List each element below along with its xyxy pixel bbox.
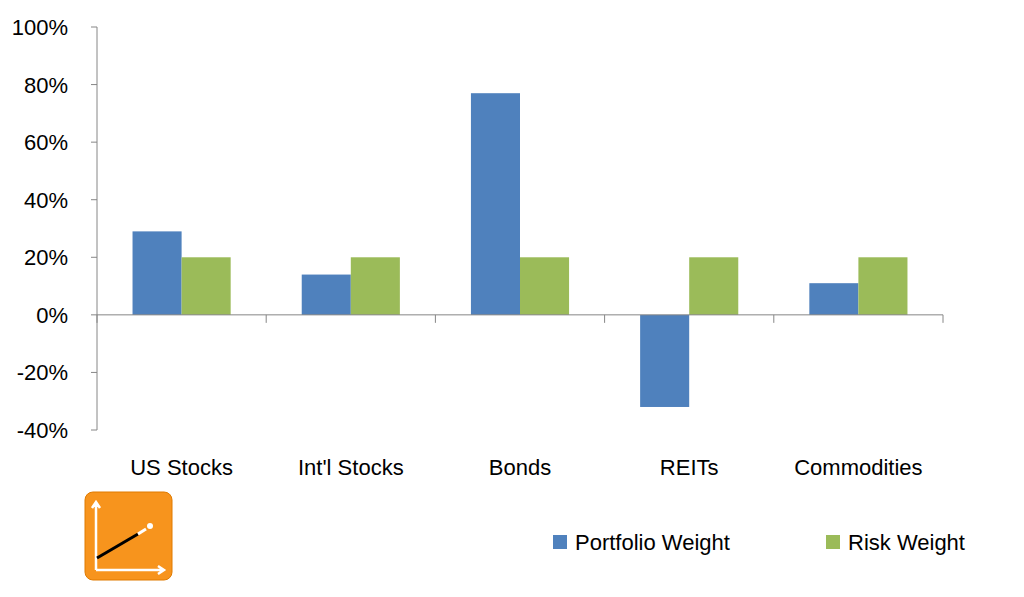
y-tick-label: 0% [36,303,68,328]
bars [133,93,908,407]
legend: Portfolio Weight Risk Weight [553,530,965,555]
y-tick [91,142,97,143]
x-tick [773,315,774,323]
x-tick [266,315,267,323]
bar [520,257,569,315]
y-tick-label: 80% [24,73,68,98]
x-axis [97,314,943,315]
y-tick-label: -40% [17,418,68,443]
logo-axes [92,502,164,574]
x-tick [97,315,98,323]
y-tick [91,27,97,28]
bar [689,257,738,315]
y-tick-label: 40% [24,188,68,213]
legend-label: Portfolio Weight [575,530,730,555]
logo-wand [97,534,138,558]
legend-label: Risk Weight [848,530,965,555]
y-tick [91,199,97,200]
bar [351,257,400,315]
legend-swatch [826,535,840,549]
logo-spark [147,523,153,529]
y-tick-label: 20% [24,245,68,270]
bar [640,315,689,407]
y-axis [97,27,98,430]
y-tick [91,430,97,431]
y-tick [91,314,97,315]
logo-bg [85,492,172,580]
bar [471,93,520,315]
x-tick-label: US Stocks [130,455,233,480]
y-tick-label: 60% [24,130,68,155]
x-tick [604,315,605,323]
legend-swatch [553,535,567,549]
x-tick [435,315,436,323]
x-tick-label: Commodities [794,455,922,480]
bar [182,257,231,315]
y-tick [91,84,97,85]
logo-wand-tip [138,529,146,534]
y-tick [91,372,97,373]
logo [85,492,172,580]
x-tick-label: REITs [660,455,719,480]
x-tick-label: Int'l Stocks [298,455,404,480]
bar [858,257,907,315]
y-tick [91,257,97,258]
chart: -40% -20% 0% 20% 40% 60% 80% 100% US Stocks Int'l… [0,0,1024,597]
bar [809,283,858,315]
x-tick-label: Bonds [489,455,551,480]
bar [302,275,351,315]
y-tick-label: -20% [17,360,68,385]
x-tick [943,315,944,323]
bar [133,231,182,314]
y-tick-label: 100% [12,15,68,40]
